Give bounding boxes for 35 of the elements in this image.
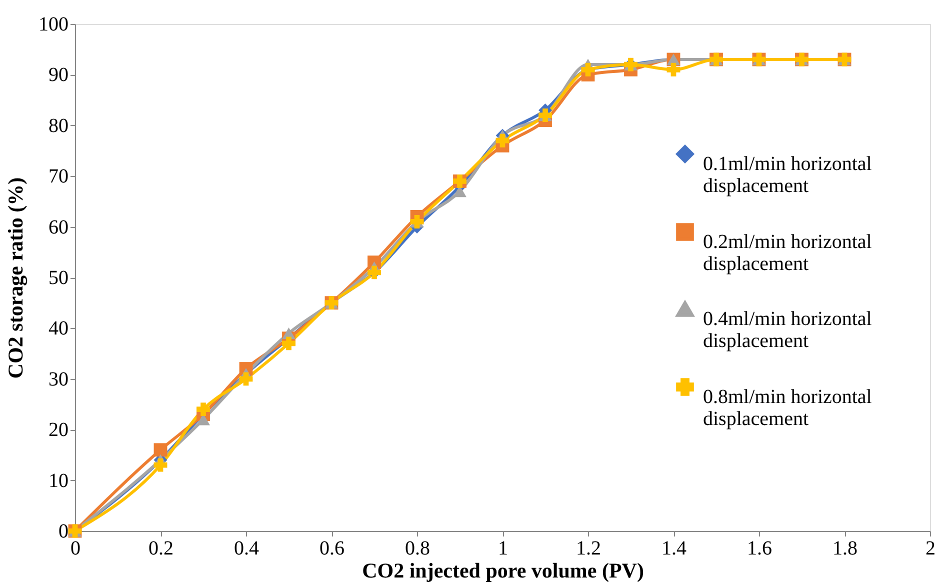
x-tick-label: 1 [498, 538, 508, 560]
x-tick-label: 1.6 [747, 538, 772, 560]
point [496, 134, 510, 148]
y-tick-label: 80 [48, 114, 68, 137]
y-tick-label: 100 [38, 14, 68, 36]
legend-label: 0.1ml/min horizontal displacement [703, 153, 872, 197]
point [666, 62, 680, 76]
x-tick-label: 0.4 [234, 538, 259, 560]
x-tick-label: 1.4 [662, 538, 686, 560]
point [154, 443, 168, 457]
y-axis-title: CO2 storage ratio (%) [4, 177, 28, 379]
legend-label: 0.8ml/min horizontal displacement [703, 386, 872, 430]
legend-label: 0.4ml/min horizontal displacement [703, 308, 872, 352]
y-tick-label: 60 [48, 216, 68, 238]
x-tick-label: 1.2 [576, 538, 601, 560]
point [453, 186, 466, 198]
y-tick-label: 90 [48, 64, 68, 86]
x-tick-label: 0.2 [148, 538, 174, 560]
point [154, 458, 168, 472]
y-tick-label: 10 [48, 470, 68, 492]
point [196, 402, 210, 416]
y-tick-label: 70 [48, 166, 68, 188]
y-tick-label: 0 [58, 520, 68, 542]
x-tick-label: 0.8 [405, 538, 430, 560]
x-tick-label: 2 [926, 538, 936, 560]
y-tick-label: 40 [48, 318, 68, 340]
y-tick-label: 30 [48, 368, 68, 390]
x-tick-label: 0.6 [320, 538, 344, 560]
legend-label: 0.2ml/min horizontal displacement [703, 231, 872, 275]
y-tick-label: 20 [48, 419, 68, 442]
point [282, 336, 296, 350]
x-tick-label: 1.8 [832, 538, 858, 560]
y-tick-label: 50 [48, 267, 68, 289]
x-axis-title: CO2 injected pore volume (PV) [362, 558, 644, 582]
point [239, 372, 253, 386]
